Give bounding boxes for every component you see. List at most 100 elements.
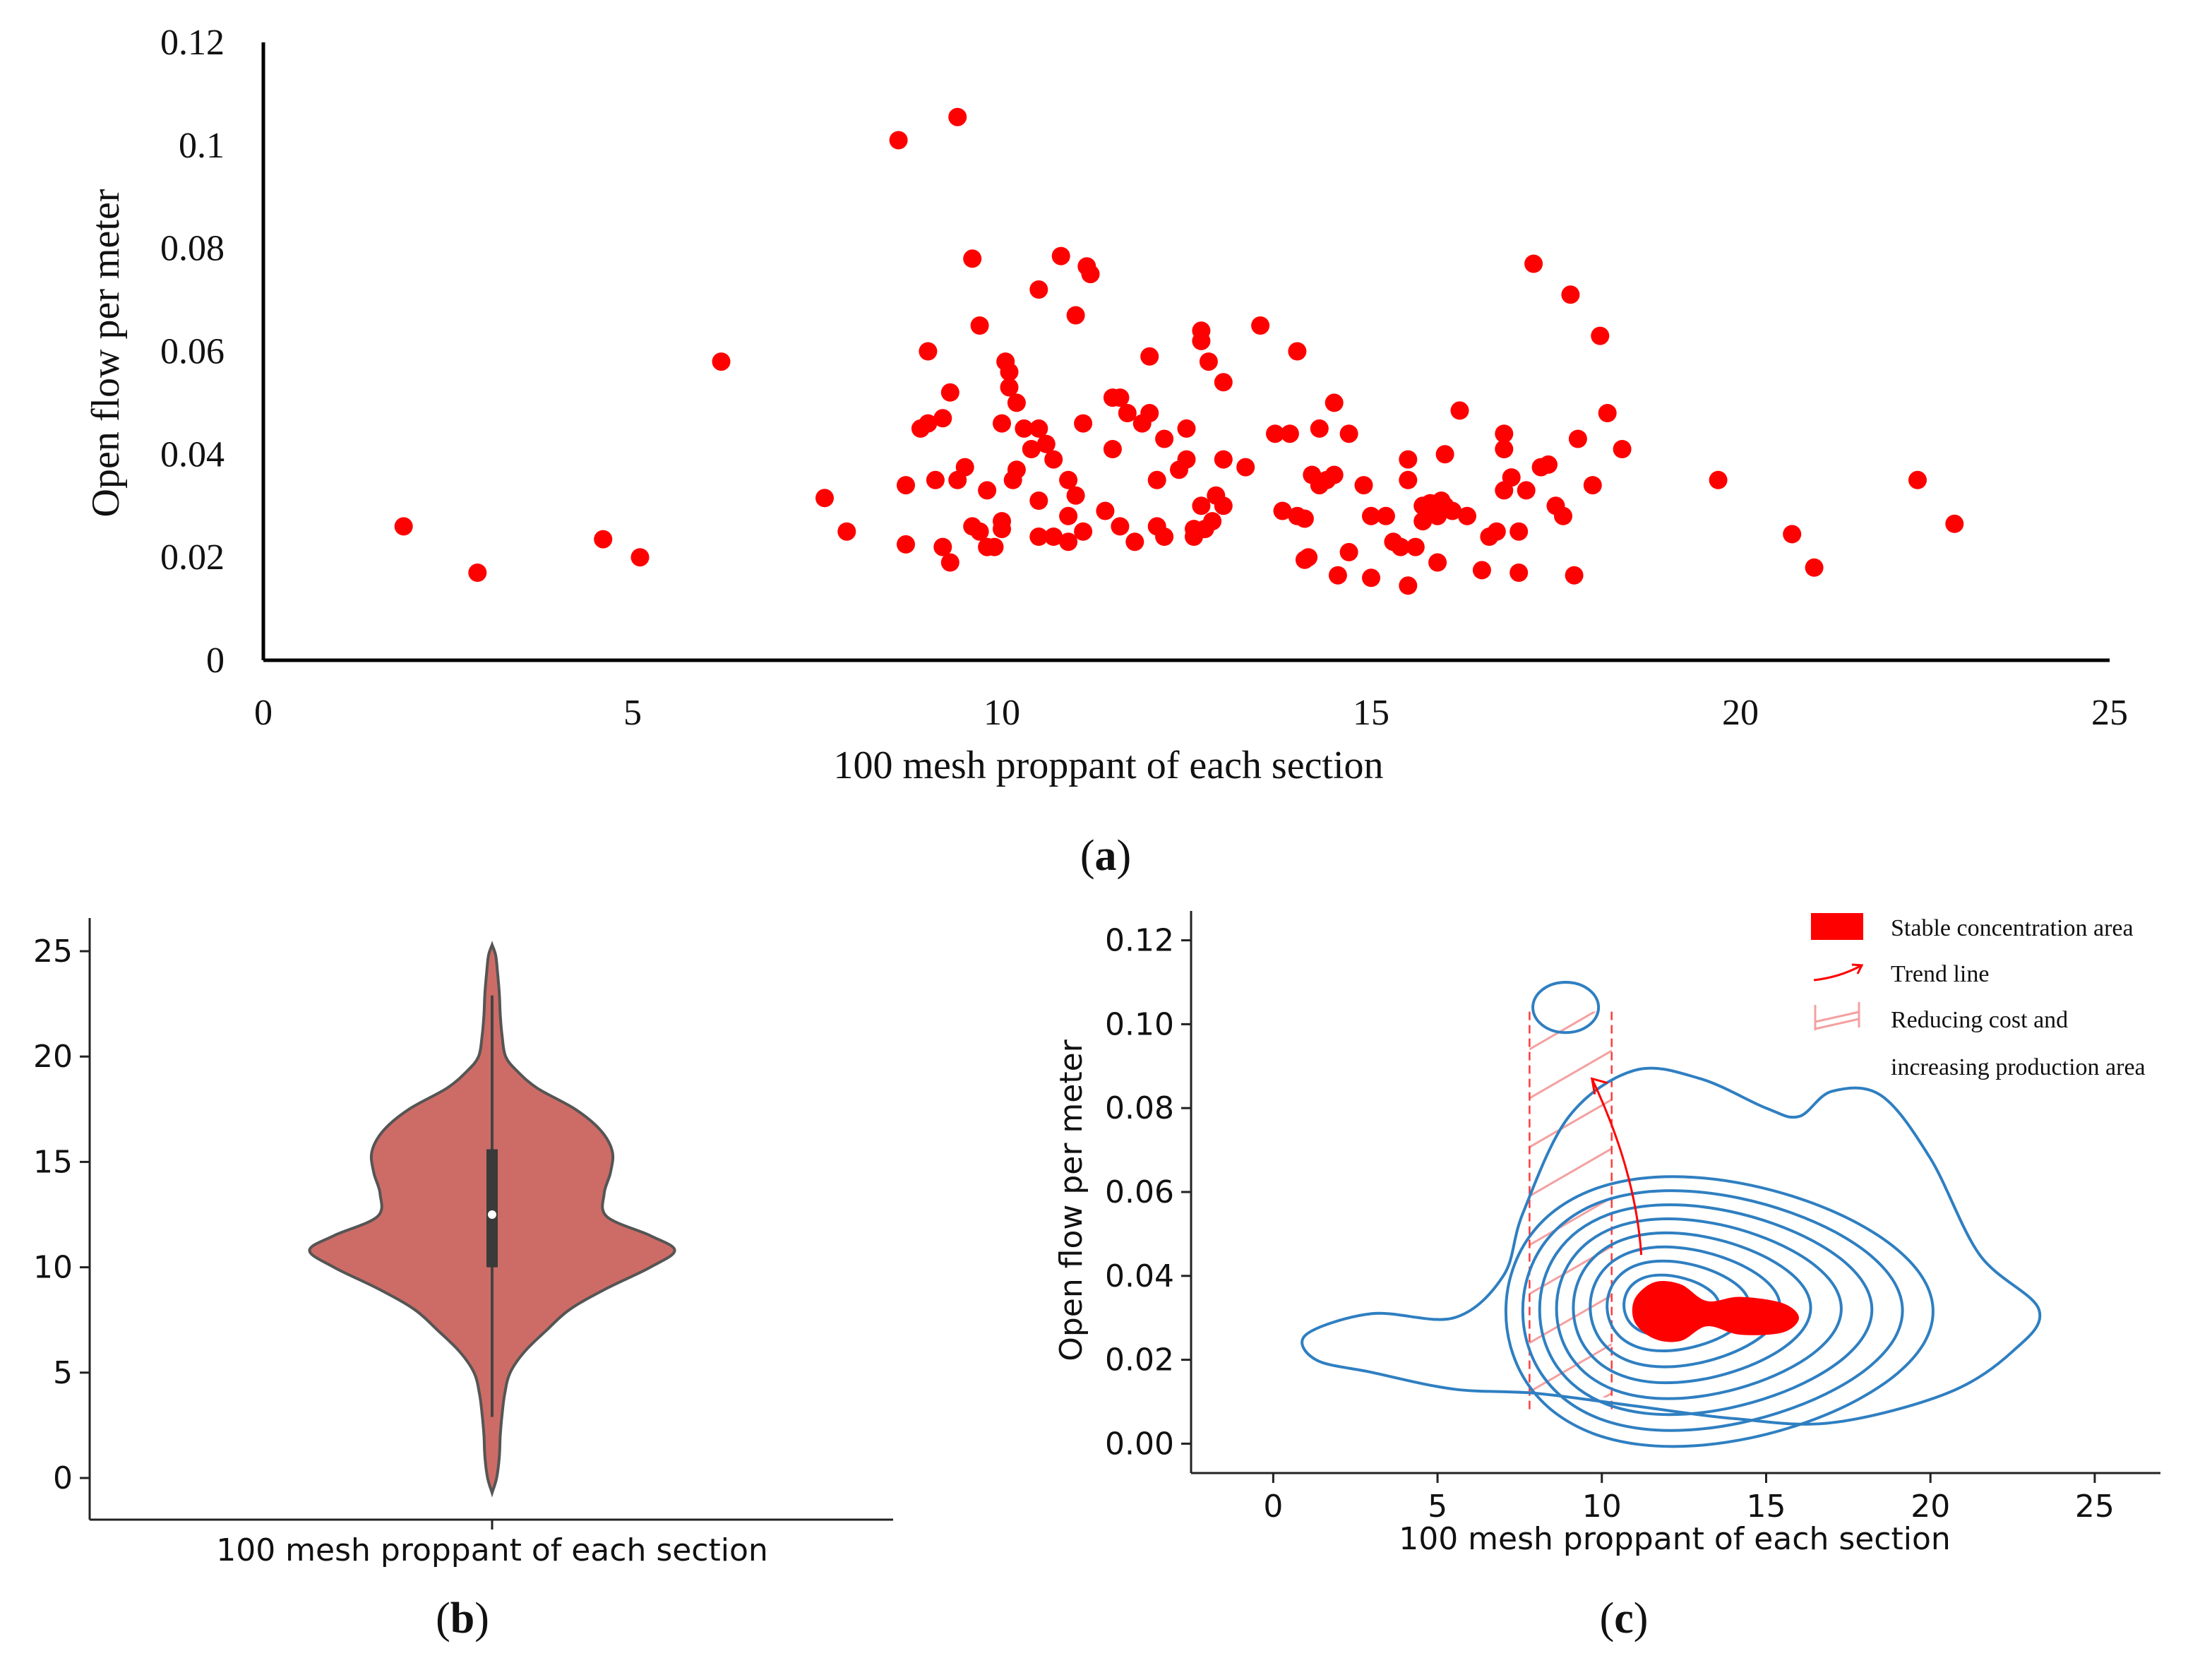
- kde-contour-level: [1504, 1175, 1935, 1448]
- scatter-point: [1177, 419, 1196, 438]
- kde-contour-level: [1589, 1245, 1782, 1369]
- scatter-point: [1487, 522, 1506, 541]
- legend-patch-stable: [1811, 913, 1863, 940]
- scatter-point: [1299, 548, 1318, 567]
- legend-label: Stable concentration area: [1891, 915, 2134, 941]
- scatter-point: [1022, 440, 1041, 458]
- kde-contour-level: [1606, 1259, 1751, 1353]
- panel-b-xlabel: 100 mesh proppant of each section: [216, 1532, 768, 1568]
- trend-arrowhead: [1590, 1077, 1608, 1095]
- scatter-point: [1280, 424, 1299, 443]
- violin-median: [488, 1210, 496, 1219]
- scatter-point: [1598, 404, 1617, 422]
- panel-a-y-tick-label: 0.06: [160, 332, 225, 372]
- scatter-point: [1111, 517, 1130, 536]
- scatter-point: [970, 316, 989, 335]
- scatter-point: [1783, 525, 1802, 544]
- panel-c-x-tick-label: 10: [1582, 1489, 1622, 1525]
- scatter-point: [889, 131, 908, 150]
- scatter-point: [1214, 450, 1233, 469]
- kde-contour-level: [1572, 1231, 1812, 1385]
- scatter-point: [1376, 506, 1395, 525]
- scatter-point: [1203, 512, 1222, 531]
- scatter-point: [1539, 455, 1558, 474]
- scatter-point: [1554, 506, 1572, 525]
- panel-a-x-tick-label: 25: [2091, 693, 2128, 733]
- scatter-point: [1428, 553, 1447, 572]
- legend-hatch-line: [1815, 1011, 1860, 1023]
- panel-c-x-tick-label: 25: [2075, 1489, 2115, 1525]
- scatter-point: [1059, 506, 1078, 525]
- scatter-point: [1036, 434, 1056, 453]
- scatter-point: [926, 470, 945, 489]
- legend-label: Reducing cost and: [1891, 1007, 2068, 1033]
- scatter-point: [1236, 458, 1255, 477]
- scatter-point: [978, 481, 997, 500]
- panel-c-x-tick-label: 5: [1428, 1489, 1447, 1525]
- panel-a-x-tick-label: 15: [1353, 693, 1389, 733]
- scatter-point: [970, 522, 989, 541]
- stable-concentration-area: [1632, 1280, 1799, 1342]
- panel-a-y-tick-label: 0.08: [160, 229, 225, 269]
- scatter-point: [1029, 419, 1048, 438]
- scatter-point: [1339, 424, 1358, 443]
- panel-b-axes: 0 5 10 15 20 25: [33, 918, 893, 1530]
- scatter-point: [919, 342, 938, 361]
- panel-b-y-tick-label: 5: [53, 1355, 73, 1391]
- scatter-point: [897, 535, 915, 554]
- panel-c-x-tick-label: 20: [1911, 1489, 1950, 1525]
- scatter-point: [1288, 342, 1307, 361]
- panel-a-y-tick-label: 0.1: [179, 126, 225, 166]
- panel-a-axes: 0 5 10 15 20 25 0 0.02 0.04 0.06 0.08 0.1 0.12: [160, 23, 2128, 733]
- kde-contour-level: [1555, 1217, 1843, 1400]
- scatter-point: [1140, 404, 1159, 422]
- kde-contour-level: [1538, 1203, 1874, 1417]
- trend-line: [1591, 1078, 1643, 1256]
- scatter-point: [1339, 542, 1358, 561]
- panel-c-y-tick-label: 0.00: [1105, 1426, 1174, 1462]
- scatter-point: [1399, 450, 1418, 469]
- scatter-point: [1295, 509, 1314, 528]
- panel-a-scatter: 0 5 10 15 20 25 0 0.02 0.04 0.06 0.08 0.1 0.12 100 m…: [84, 23, 2128, 880]
- scatter-point: [1591, 326, 1610, 345]
- scatter-point: [1495, 440, 1514, 458]
- scatter-point: [1495, 424, 1514, 443]
- scatter-point: [1568, 429, 1587, 448]
- scatter-point: [1517, 481, 1536, 500]
- scatter-point: [1399, 470, 1418, 489]
- scatter-point: [1140, 347, 1159, 366]
- scatter-point: [1310, 419, 1329, 438]
- scatter-point: [1000, 378, 1019, 397]
- scatter-point: [1096, 501, 1115, 520]
- violin-box: [486, 1149, 498, 1268]
- scatter-point: [897, 476, 915, 495]
- scatter-point: [1583, 476, 1602, 495]
- panel-b-caption: (b): [436, 1595, 489, 1643]
- scatter-point: [1015, 419, 1034, 438]
- scatter-point: [948, 107, 967, 126]
- scatter-point: [940, 553, 959, 572]
- scatter-point: [933, 537, 952, 556]
- scatter-point: [1044, 527, 1063, 546]
- scatter-point: [1435, 445, 1454, 464]
- panel-c-ylabel: Open flow per meter: [1053, 1039, 1089, 1361]
- panel-a-y-tick-label: 0.04: [160, 434, 225, 475]
- panel-a-points: [394, 107, 1964, 595]
- scatter-point: [630, 548, 650, 567]
- legend-label: increasing production area: [1891, 1054, 2146, 1080]
- panel-c-y-tick-label: 0.06: [1105, 1174, 1174, 1210]
- scatter-point: [1066, 306, 1085, 325]
- legend-hatch-line: [1815, 1018, 1860, 1030]
- kde-contour-small: [1531, 980, 1601, 1035]
- scatter-point: [1805, 558, 1824, 577]
- panel-b-violin: 0 5 10 15 20 25 100 mesh proppant of each sec…: [33, 918, 893, 1643]
- panel-a-x-tick-label: 20: [1722, 693, 1759, 733]
- panel-c-caption: (c): [1600, 1595, 1649, 1643]
- scatter-point: [1509, 564, 1529, 582]
- scatter-point: [1266, 424, 1284, 443]
- scatter-point: [1081, 265, 1100, 284]
- scatter-point: [1273, 501, 1292, 520]
- scatter-point: [1155, 429, 1174, 448]
- scatter-point: [1362, 506, 1380, 525]
- panel-a-ylabel: Open flow per meter: [84, 189, 128, 517]
